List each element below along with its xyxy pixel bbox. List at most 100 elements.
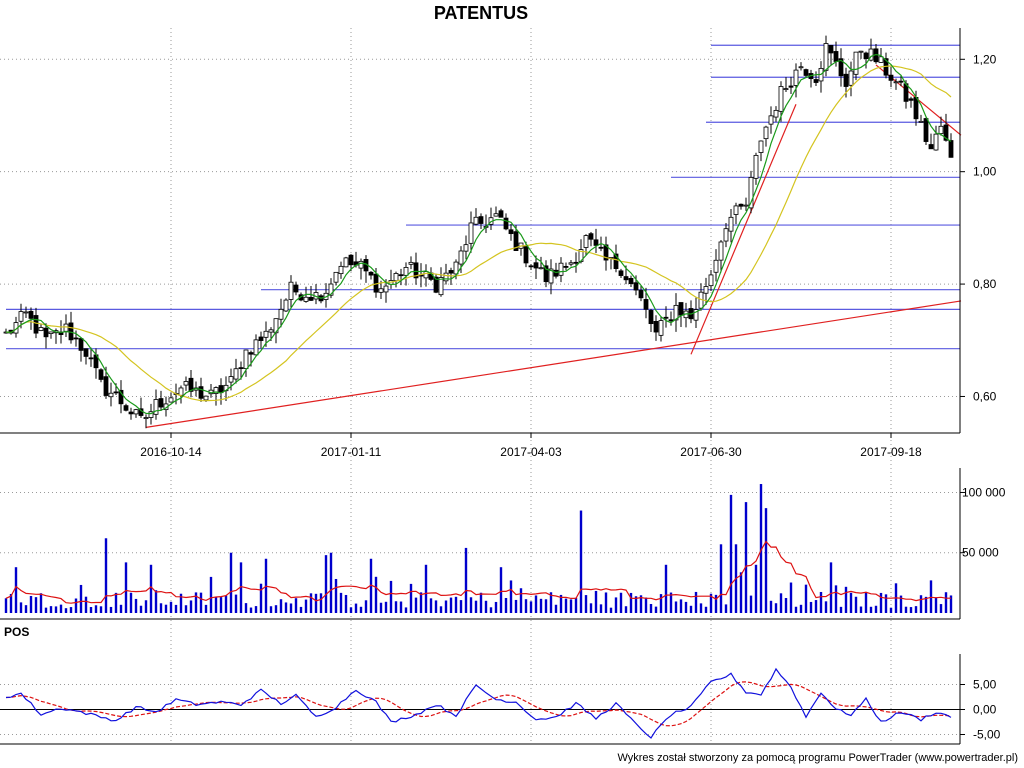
candle-body — [703, 286, 709, 294]
volume-bar — [719, 544, 723, 613]
volume-bar — [939, 604, 943, 613]
volume-bar — [19, 602, 23, 613]
volume-bar — [304, 599, 308, 613]
candle-body — [593, 239, 599, 246]
candle-body — [108, 392, 114, 398]
volume-bar — [444, 600, 448, 613]
candle-body — [293, 284, 299, 293]
volume-bar — [434, 600, 438, 613]
volume-bar — [839, 606, 843, 613]
volume-bar — [449, 597, 453, 613]
volume-bar — [374, 576, 378, 613]
candle-body — [233, 368, 239, 380]
volume-bar — [859, 606, 863, 613]
candle-body — [133, 409, 139, 415]
candle-body — [553, 269, 559, 277]
candle-body — [178, 387, 184, 396]
volume-bar — [119, 604, 123, 613]
oscillator-label: POS — [4, 625, 29, 639]
volume-bar — [34, 597, 38, 613]
candle-body — [718, 241, 724, 261]
candle-body — [913, 96, 919, 120]
candle-body — [278, 308, 284, 320]
candle-body — [898, 80, 904, 83]
volume-bar — [229, 552, 233, 613]
candle-body — [283, 299, 289, 312]
volume-bar — [234, 594, 238, 613]
volume-bar — [239, 562, 243, 613]
candle-body — [438, 277, 444, 296]
candle-body — [948, 140, 954, 158]
volume-bar — [409, 583, 413, 613]
volume-bar — [474, 600, 478, 613]
volume-bar — [644, 597, 648, 613]
volume-bar — [854, 596, 858, 613]
chart-title: PATENTUS — [434, 3, 528, 23]
candle-body — [638, 290, 644, 299]
volume-bar — [389, 580, 393, 613]
volume-bar — [189, 600, 193, 613]
volume-bar — [714, 594, 718, 613]
volume-bar — [824, 601, 828, 613]
candle-body — [463, 244, 469, 252]
horizontal-levels — [6, 44, 960, 350]
oscillator-main-line — [5, 667, 952, 739]
volume-tick-label: 100 000 — [962, 485, 1006, 499]
candle-body — [423, 271, 429, 279]
candle-body — [738, 203, 744, 207]
candle-body — [793, 69, 799, 86]
oscillator-lines — [0, 667, 960, 739]
volume-average-line — [5, 540, 951, 604]
volume-bar — [204, 604, 208, 613]
candle-body — [263, 330, 269, 338]
volume-bar — [634, 596, 638, 613]
volume-bar — [134, 598, 138, 613]
volume-bar — [899, 595, 903, 613]
volume-bar — [329, 552, 333, 613]
candle-body — [663, 316, 669, 319]
volume-bar — [99, 606, 103, 613]
candle-body — [408, 261, 414, 265]
volume-bar — [659, 594, 663, 613]
grid-lines — [0, 28, 960, 744]
volume-bar — [314, 593, 318, 613]
price-candles — [3, 35, 954, 429]
volume-bar — [739, 572, 743, 613]
candle-body — [258, 336, 264, 341]
candle-body — [508, 229, 514, 235]
candle-body — [563, 266, 569, 268]
candle-body — [503, 217, 509, 230]
candle-body — [28, 310, 34, 319]
candle-body — [143, 417, 149, 419]
volume-bar — [349, 607, 353, 613]
volume-bar — [79, 584, 83, 613]
candle-body — [708, 274, 714, 287]
candle-body — [113, 391, 119, 394]
candle-body — [838, 58, 844, 77]
volume-bar — [829, 562, 833, 613]
candle-body — [83, 348, 89, 357]
candle-body — [523, 245, 529, 264]
tick-labels: 2016-10-14 2017-01-11 2017-04-03 2017-06-30… — [140, 52, 1005, 741]
volume-bar — [159, 603, 163, 613]
oscillator-tick-label: -5,00 — [973, 728, 1001, 742]
candle-body — [783, 88, 789, 90]
volume-bar — [749, 595, 753, 613]
volume-bar — [354, 603, 358, 613]
candle-body — [633, 282, 639, 291]
volume-bar — [284, 602, 288, 613]
volume-bar — [439, 606, 443, 613]
candle-body — [583, 235, 589, 248]
candle-body — [328, 283, 334, 296]
volume-bar — [219, 597, 223, 613]
trendline — [145, 300, 962, 428]
candle-body — [358, 260, 364, 269]
candle-body — [443, 272, 449, 282]
candle-body — [748, 177, 754, 209]
candle-body — [18, 311, 24, 322]
volume-bar — [904, 606, 908, 613]
candle-body — [858, 50, 864, 53]
volume-bar — [359, 606, 363, 613]
candle-body — [648, 310, 654, 325]
